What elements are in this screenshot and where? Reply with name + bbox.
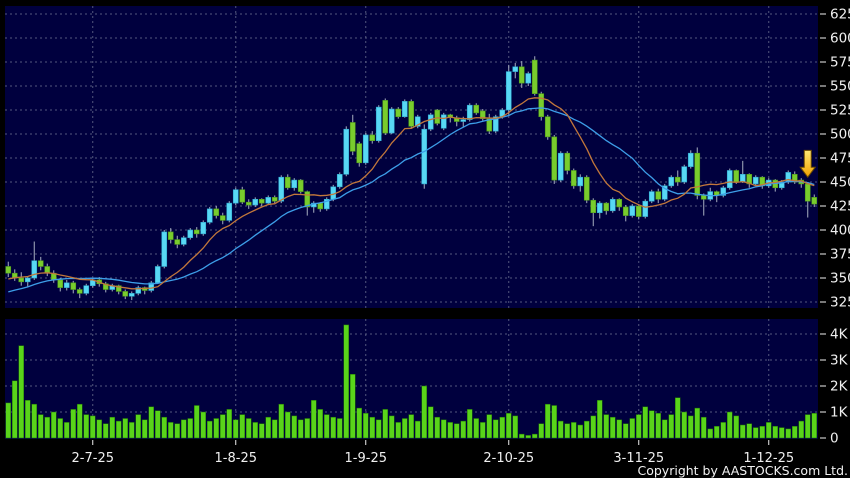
svg-text:575: 575	[830, 55, 850, 71]
svg-text:1-8-25: 1-8-25	[215, 451, 257, 466]
svg-text:550: 550	[830, 79, 850, 95]
svg-text:3K: 3K	[830, 353, 849, 369]
svg-text:1-9-25: 1-9-25	[345, 451, 387, 466]
date-axis-labels: 2-7-25 1-8-25 1-9-25 2-10-25 3-11-25 1-12-25	[72, 440, 794, 466]
volume-axis-labels: 4K 3K 2K 1K 0	[820, 327, 849, 447]
svg-text:475: 475	[830, 151, 850, 167]
svg-text:2K: 2K	[830, 379, 849, 395]
svg-text:600: 600	[830, 31, 850, 47]
svg-text:500: 500	[830, 127, 850, 143]
svg-text:625: 625	[830, 7, 850, 23]
ma-short-line	[8, 97, 815, 290]
down-arrow-marker	[799, 149, 817, 179]
svg-text:2-7-25: 2-7-25	[72, 451, 114, 466]
svg-text:350: 350	[830, 271, 850, 287]
svg-text:4K: 4K	[830, 327, 849, 343]
svg-text:2-10-25: 2-10-25	[483, 451, 534, 466]
candlestick-series	[5, 59, 818, 297]
svg-text:375: 375	[830, 247, 850, 263]
svg-text:450: 450	[830, 175, 850, 191]
svg-text:425: 425	[830, 199, 850, 215]
price-axis-labels: 625 600 575 550 525 500 475 450 425 400 375 350 325	[820, 7, 850, 311]
svg-text:3-11-25: 3-11-25	[613, 451, 664, 466]
svg-text:1K: 1K	[830, 405, 849, 421]
volume-series	[5, 324, 817, 439]
svg-text:325: 325	[830, 295, 850, 311]
svg-text:0: 0	[830, 431, 839, 447]
svg-text:1-12-25: 1-12-25	[743, 451, 794, 466]
ma-long-line	[8, 107, 815, 293]
svg-text:400: 400	[830, 223, 850, 239]
copyright-text: Copyright by AASTOCKS.com Ltd.	[637, 463, 849, 478]
svg-text:525: 525	[830, 103, 850, 119]
